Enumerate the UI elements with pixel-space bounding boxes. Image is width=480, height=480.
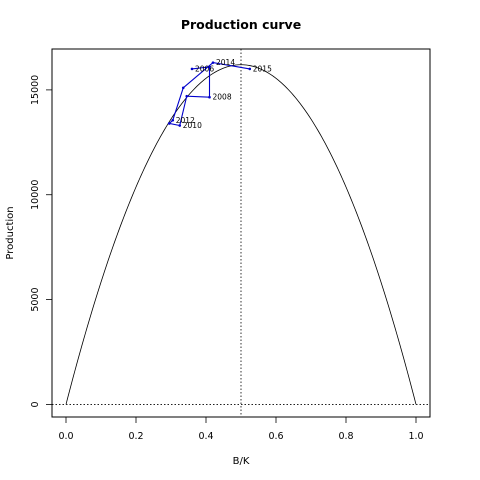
- point-label-2015: 2015: [253, 64, 272, 73]
- y-axis-label: Production: [5, 206, 16, 259]
- point-label-2006: 2006: [195, 64, 214, 73]
- y-tick-label: 5000: [30, 287, 41, 311]
- data-point-2011: [167, 122, 171, 125]
- data-point-2008: [208, 95, 211, 99]
- reference-lines: [52, 49, 430, 417]
- series-line-0: [168, 62, 250, 127]
- data-point-2006: [190, 67, 194, 71]
- x-tick-label: 0.0: [58, 431, 73, 442]
- point-label-2010: 2010: [183, 121, 202, 130]
- data-point-2014: [211, 61, 215, 64]
- x-axis: 0.0 0.2 0.4 0.6 0.8 1.0: [58, 417, 424, 442]
- x-tick-label: 0.8: [338, 431, 353, 442]
- x-tick-label: 0.6: [268, 431, 283, 442]
- data-point-2010: [178, 124, 182, 127]
- data-point-2015: [248, 67, 252, 71]
- y-tick-label: 0: [30, 401, 41, 407]
- production-curve: [65, 64, 417, 405]
- x-tick-label: 0.4: [198, 431, 213, 442]
- x-tick-label: 0.2: [128, 431, 143, 442]
- point-label-2012: 2012: [176, 116, 195, 125]
- data-point-2007: [208, 65, 211, 69]
- x-tick-label: 1.0: [408, 431, 423, 442]
- y-tick-label: 10000: [30, 180, 41, 210]
- data-point-2009: [185, 94, 189, 98]
- y-axis: 0 5000 10000 15000: [30, 75, 52, 407]
- point-label-2014: 2014: [216, 58, 235, 67]
- chart-title: Production curve: [181, 17, 301, 32]
- data-point-2013: [181, 86, 185, 90]
- x-axis-label: B/K: [233, 456, 250, 467]
- point-label-2008: 2008: [213, 93, 232, 102]
- y-tick-label: 15000: [30, 75, 41, 105]
- data-point-2012: [171, 118, 175, 122]
- production-curve-line: [65, 64, 417, 405]
